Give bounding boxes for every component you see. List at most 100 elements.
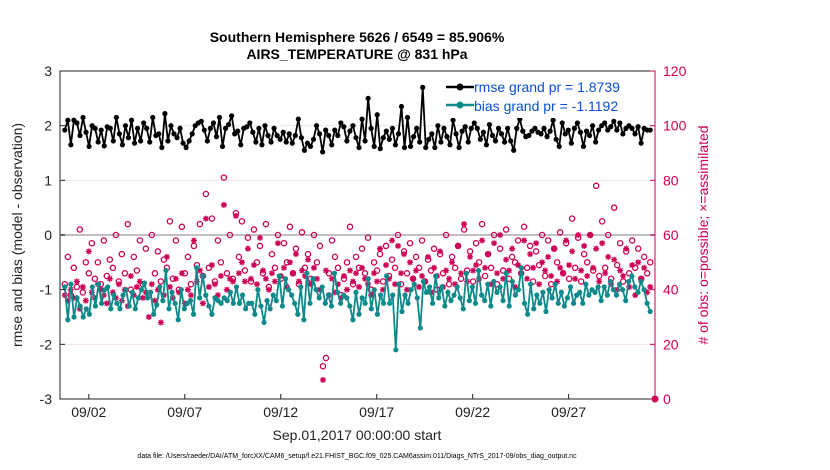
possible-obs-marker bbox=[250, 226, 258, 233]
bias-point bbox=[65, 317, 71, 323]
bias-point bbox=[89, 284, 95, 290]
possible-obs-marker bbox=[523, 264, 531, 272]
bias-point bbox=[408, 287, 414, 293]
rmse-point bbox=[538, 131, 544, 137]
possible-obs-marker bbox=[94, 259, 102, 266]
assimilated-obs-marker bbox=[635, 259, 642, 266]
x-axis-label: Sep.01,2017 00:00:00 start bbox=[273, 427, 442, 443]
assimilated-obs-marker bbox=[575, 232, 582, 238]
possible-obs-marker bbox=[280, 239, 288, 247]
bias-point bbox=[374, 311, 381, 317]
rmse-point bbox=[301, 147, 308, 153]
bias-point bbox=[647, 308, 653, 315]
bias-point bbox=[546, 287, 552, 293]
possible-obs-marker bbox=[226, 231, 234, 239]
assimilated-obs-marker bbox=[578, 267, 585, 274]
assimilated-obs-marker bbox=[437, 248, 444, 255]
possible-obs-marker bbox=[298, 229, 306, 236]
bias-point bbox=[414, 295, 420, 301]
assimilated-obs-marker bbox=[217, 273, 224, 279]
assimilated-obs-marker bbox=[133, 283, 140, 290]
possible-obs-marker bbox=[151, 270, 159, 277]
assimilated-obs-marker bbox=[407, 259, 414, 266]
bias-point bbox=[598, 298, 604, 304]
bias-point bbox=[411, 281, 417, 287]
bias-point bbox=[638, 278, 644, 285]
bias-point bbox=[549, 295, 555, 301]
bias-point bbox=[500, 298, 506, 304]
rmse-point bbox=[313, 123, 320, 129]
assimilated-obs-marker bbox=[545, 253, 552, 260]
assimilated-obs-marker bbox=[593, 245, 600, 252]
possible-obs-marker bbox=[76, 226, 84, 233]
assimilated-obs-marker bbox=[482, 264, 489, 271]
bias-point bbox=[282, 276, 289, 282]
rmse-point bbox=[323, 127, 329, 133]
assimilated-obs-marker bbox=[232, 212, 239, 219]
possible-obs-marker bbox=[403, 270, 411, 277]
rmse-point bbox=[198, 118, 204, 124]
bias-point bbox=[151, 311, 157, 317]
rmse-point bbox=[335, 132, 341, 139]
legend-bias-label: bias grand pr = -1.1192 bbox=[474, 98, 618, 114]
bias-point bbox=[295, 311, 301, 317]
rmse-point bbox=[247, 120, 253, 126]
rmse-point bbox=[359, 116, 365, 122]
bias-point bbox=[135, 295, 141, 301]
assimilated-obs-marker bbox=[563, 237, 570, 244]
rmse-point bbox=[495, 125, 502, 131]
rmse-point bbox=[550, 117, 556, 123]
possible-obs-marker bbox=[556, 229, 564, 236]
rmse-point bbox=[556, 143, 562, 150]
bias-point bbox=[258, 303, 264, 309]
possible-obs-marker bbox=[316, 242, 324, 250]
bias-point bbox=[285, 287, 292, 293]
bias-point bbox=[273, 298, 279, 304]
possible-obs-marker bbox=[514, 237, 522, 244]
assimilated-obs-marker bbox=[470, 267, 477, 274]
rmse-point bbox=[216, 114, 223, 121]
assimilated-obs-marker bbox=[452, 281, 459, 288]
rmse-point bbox=[505, 125, 511, 131]
bias-point bbox=[515, 287, 522, 293]
assimilated-obs-marker bbox=[386, 275, 393, 282]
rmse-point bbox=[398, 103, 405, 110]
bias-point bbox=[190, 311, 197, 317]
possible-obs-marker bbox=[391, 264, 399, 272]
rmse-point bbox=[374, 112, 380, 118]
assimilated-obs-marker bbox=[419, 273, 426, 279]
bias-point bbox=[331, 270, 338, 276]
rmse-point bbox=[119, 142, 126, 148]
legend: rmse grand pr = 1.8739 bias grand pr = -… bbox=[445, 76, 650, 118]
assimilated-obs-marker bbox=[473, 262, 480, 269]
assimilated-obs-marker bbox=[337, 294, 344, 301]
bias-point bbox=[166, 306, 172, 312]
rmse-point bbox=[362, 138, 368, 144]
assimilated-obs-marker bbox=[566, 262, 573, 269]
bias-point bbox=[95, 281, 102, 287]
rmse-point bbox=[414, 125, 420, 131]
possible-obs-marker bbox=[154, 248, 162, 255]
rmse-point bbox=[574, 120, 581, 126]
rmse-point bbox=[283, 139, 289, 145]
assimilated-obs-marker bbox=[256, 234, 263, 241]
assimilated-obs-marker bbox=[569, 248, 576, 255]
possible-obs-marker bbox=[262, 220, 270, 228]
assimilated-obs-marker bbox=[629, 262, 636, 269]
bias-point bbox=[353, 289, 359, 295]
rmse-point bbox=[150, 114, 156, 121]
rmse-point bbox=[144, 125, 150, 131]
assimilated-obs-marker bbox=[521, 237, 528, 244]
possible-obs-marker bbox=[643, 270, 651, 277]
assimilated-obs-marker bbox=[557, 264, 564, 271]
assimilated-obs-marker bbox=[238, 259, 245, 266]
rmse-point bbox=[435, 123, 441, 129]
assimilated-obs-marker bbox=[584, 273, 591, 279]
rmse-point bbox=[295, 116, 301, 122]
assimilated-obs-marker bbox=[542, 267, 549, 274]
assimilated-obs-marker bbox=[413, 267, 420, 274]
possible-obs-marker bbox=[112, 231, 120, 239]
rmse-point bbox=[577, 129, 584, 135]
grid-layer bbox=[60, 125, 655, 345]
bias-point bbox=[289, 292, 295, 298]
